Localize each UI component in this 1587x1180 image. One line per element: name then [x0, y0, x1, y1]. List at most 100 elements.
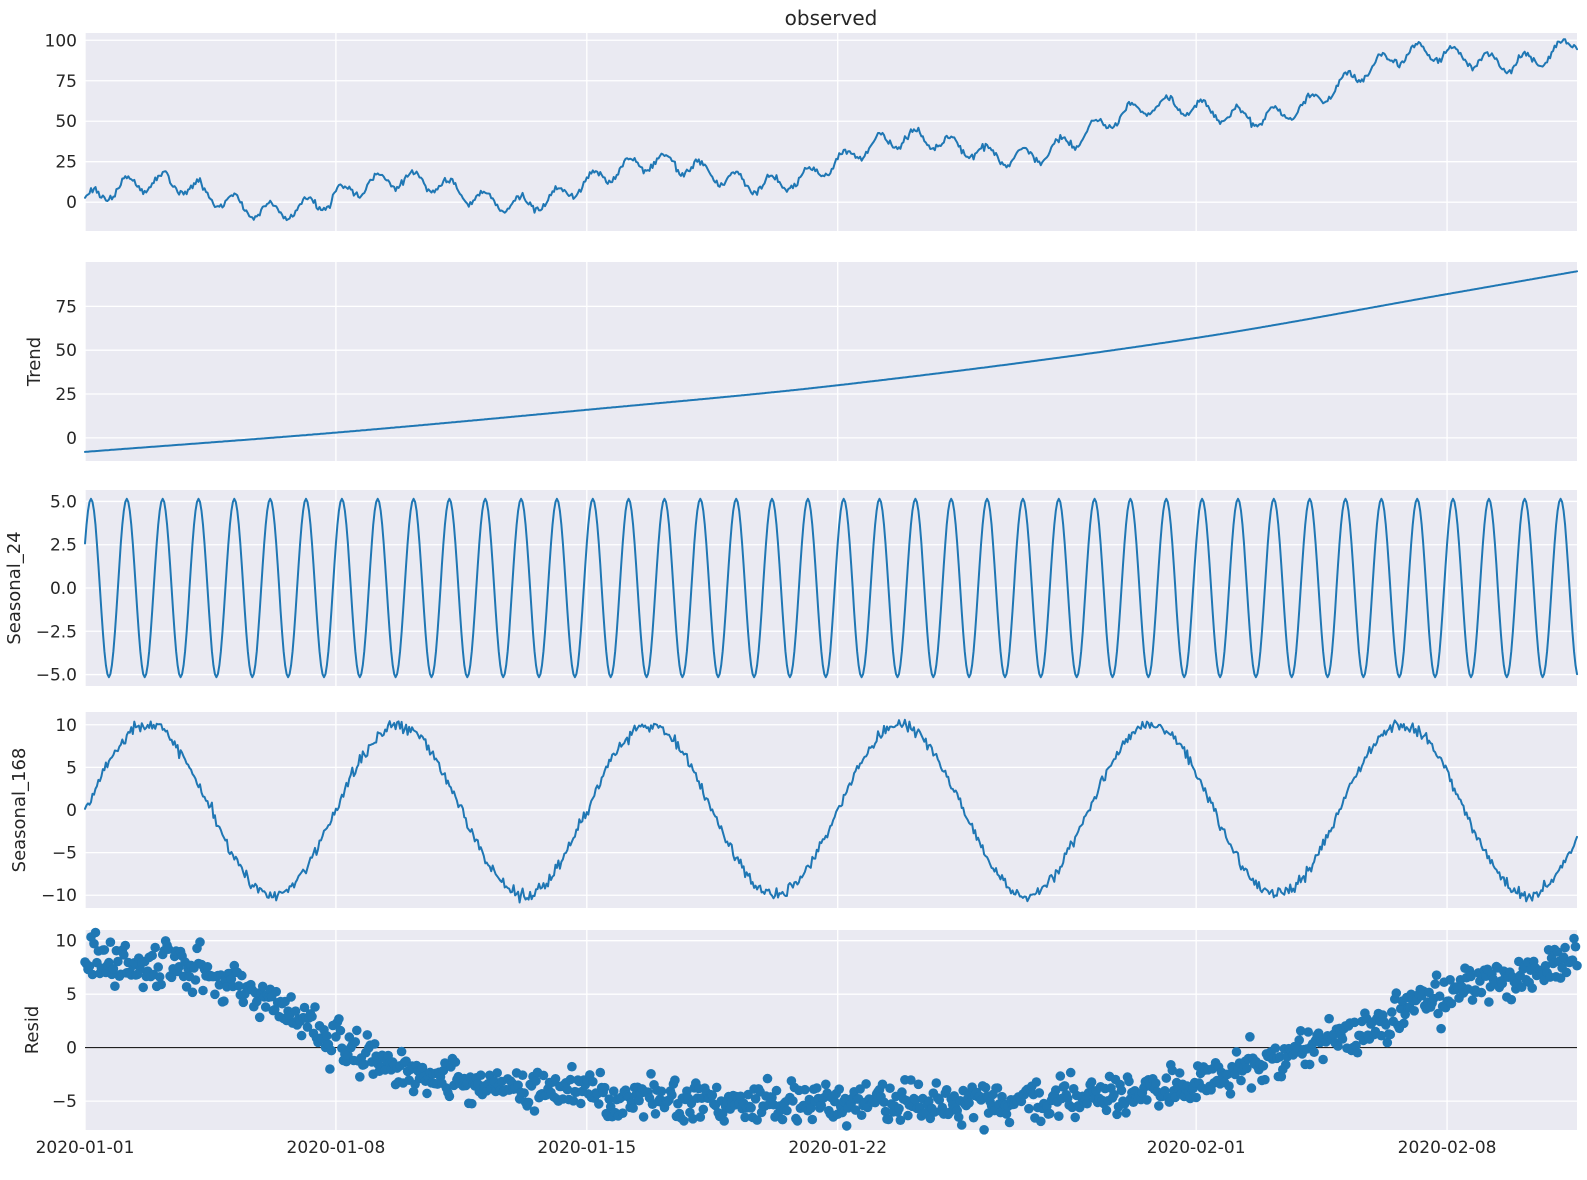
- resid-point: [777, 1114, 788, 1125]
- resid-point: [1304, 1059, 1315, 1070]
- resid-point: [325, 1064, 335, 1074]
- resid-point: [1313, 1028, 1324, 1038]
- panel-background-observed: [85, 33, 1577, 231]
- resid-point: [417, 1062, 428, 1073]
- resid-point: [1082, 1098, 1092, 1109]
- resid-point: [519, 1088, 529, 1098]
- resid-point: [198, 985, 208, 996]
- y-tick-label: 0: [66, 429, 77, 449]
- resid-point: [210, 989, 220, 1000]
- resid-point: [296, 1030, 307, 1041]
- resid-point: [1260, 1074, 1270, 1085]
- resid-point: [90, 927, 101, 938]
- resid-point: [800, 1084, 810, 1095]
- resid-point: [599, 1082, 610, 1093]
- resid-point: [1318, 1054, 1328, 1065]
- resid-point: [885, 1083, 895, 1093]
- resid-point: [767, 1092, 777, 1103]
- resid-point: [1399, 1018, 1409, 1029]
- resid-point: [1467, 995, 1478, 1005]
- resid-point: [513, 1080, 523, 1090]
- resid-point: [110, 981, 120, 991]
- resid-point: [1242, 1063, 1252, 1074]
- resid-point: [1001, 1109, 1012, 1119]
- resid-point: [257, 981, 268, 992]
- resid-point: [1527, 983, 1537, 993]
- resid-point: [913, 1079, 924, 1090]
- resid-point: [719, 1116, 729, 1126]
- resid-point: [1236, 1075, 1246, 1086]
- resid-point: [335, 1025, 346, 1036]
- resid-point: [1024, 1103, 1034, 1114]
- resid-point: [307, 1011, 317, 1022]
- resid-point: [807, 1114, 818, 1125]
- series-line-trend: [84, 270, 1578, 453]
- y-tick-label: 0: [66, 193, 77, 213]
- resid-point: [1382, 1037, 1393, 1048]
- y-tick-label: 25: [55, 153, 77, 173]
- resid-point: [156, 979, 166, 990]
- resid-point: [812, 1083, 822, 1093]
- resid-point: [883, 1114, 894, 1125]
- resid-point: [1101, 1105, 1112, 1116]
- resid-point: [1349, 1017, 1360, 1028]
- y-tick-label: −5: [52, 1092, 77, 1112]
- resid-point: [202, 962, 213, 972]
- y-tick-label: 50: [55, 112, 77, 132]
- series-line-seasonal_168: [84, 718, 1578, 904]
- resid-point: [187, 987, 198, 998]
- resid-point: [821, 1079, 831, 1090]
- x-tick-label: 2020-01-15: [537, 1138, 636, 1158]
- series-line-seasonal_24: [84, 497, 1578, 679]
- resid-point: [334, 1014, 344, 1024]
- resid-point: [190, 975, 201, 985]
- resid-point: [1004, 1117, 1015, 1128]
- resid-point: [565, 1074, 576, 1085]
- y-tick-label: 10: [55, 716, 77, 736]
- resid-point: [302, 1022, 313, 1032]
- resid-point: [219, 996, 229, 1006]
- resid-point: [476, 1070, 486, 1080]
- resid-point: [492, 1068, 503, 1078]
- resid-point: [958, 1085, 968, 1096]
- resid-point: [450, 1057, 461, 1067]
- resid-point: [638, 1112, 649, 1122]
- resid-point: [1112, 1109, 1122, 1120]
- resid-point: [1466, 971, 1476, 982]
- resid-point: [1324, 1013, 1334, 1024]
- resid-point: [980, 1082, 991, 1093]
- resid-point: [438, 1065, 449, 1076]
- resid-point: [1161, 1073, 1172, 1083]
- panel-background-trend: [85, 262, 1577, 461]
- resid-point: [1281, 1059, 1291, 1070]
- resid-point: [861, 1079, 871, 1089]
- resid-point: [894, 1103, 904, 1114]
- resid-point: [608, 1086, 619, 1096]
- resid-point: [646, 1069, 656, 1079]
- resid-point: [617, 1108, 628, 1118]
- resid-point: [1409, 1006, 1419, 1016]
- resid-point: [656, 1086, 667, 1097]
- resid-point: [290, 1006, 301, 1016]
- resid-point: [529, 1106, 540, 1116]
- resid-point: [444, 1091, 455, 1102]
- resid-point: [1245, 1032, 1255, 1042]
- resid-point: [299, 1002, 310, 1013]
- resid-point: [576, 1098, 586, 1109]
- resid-point: [1294, 1035, 1304, 1045]
- resid-point: [1224, 1081, 1234, 1091]
- resid-point: [260, 1002, 271, 1012]
- resid-point: [880, 1106, 891, 1117]
- resid-point: [1561, 967, 1572, 978]
- resid-point: [138, 982, 148, 993]
- resid-point: [895, 1115, 906, 1125]
- resid-point: [1436, 1023, 1446, 1034]
- resid-point: [1570, 941, 1581, 952]
- resid-point: [362, 1030, 373, 1040]
- resid-point: [594, 1099, 604, 1109]
- resid-point: [650, 1109, 661, 1119]
- resid-point: [119, 950, 129, 960]
- resid-point: [1275, 1052, 1285, 1062]
- resid-point: [87, 969, 98, 980]
